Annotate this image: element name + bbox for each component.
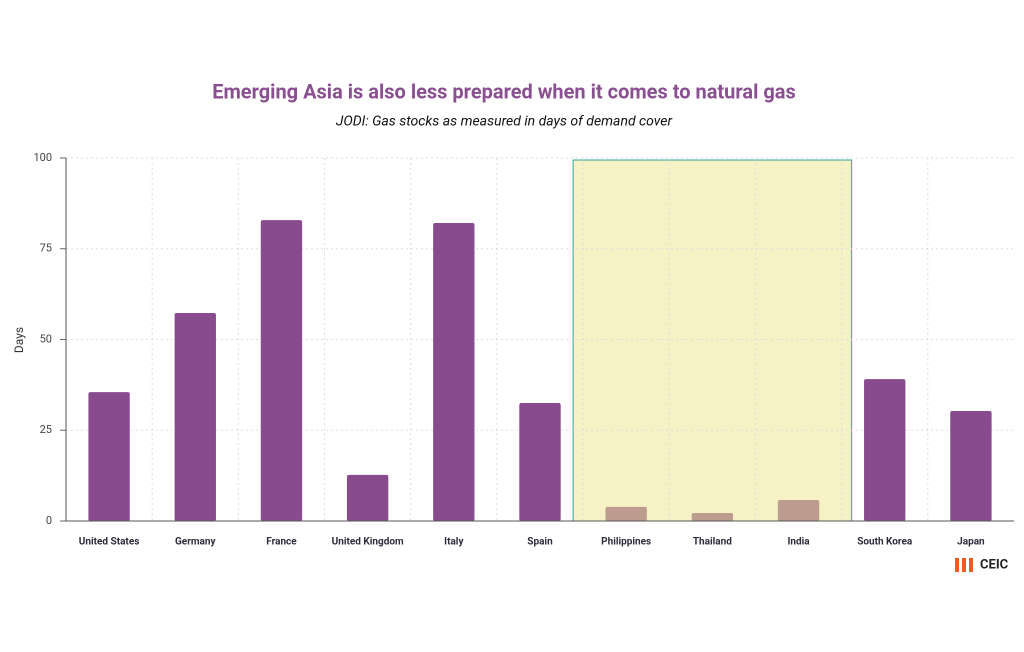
- bar: [950, 411, 992, 521]
- logo-icon: [969, 558, 973, 572]
- x-tick-label: Thailand: [693, 537, 732, 548]
- logo-icon: [962, 558, 966, 572]
- logo-text: CEIC: [980, 557, 1009, 572]
- bar: [433, 222, 475, 522]
- chart-subtitle: JODI: Gas stocks as measured in days of …: [336, 114, 673, 130]
- x-tick-label: Japan: [957, 537, 985, 548]
- y-tick-label: 25: [40, 423, 52, 436]
- x-tick-label: France: [266, 537, 297, 548]
- x-tick-label: United Kingdom: [332, 537, 404, 548]
- bar: [605, 506, 647, 521]
- chart-title: Emerging Asia is also less prepared when…: [212, 79, 796, 103]
- x-tick-label: Spain: [527, 537, 553, 548]
- y-tick-label: 100: [33, 151, 52, 164]
- y-tick-label: 50: [40, 332, 52, 345]
- x-tick-label: Germany: [175, 537, 216, 548]
- bar: [346, 474, 389, 521]
- highlight-region: [572, 159, 853, 522]
- logo: CEIC: [955, 557, 1009, 572]
- y-tick-label: 75: [40, 242, 52, 255]
- x-tick-label: India: [787, 537, 810, 548]
- bar: [88, 392, 130, 521]
- x-tick-label: Italy: [444, 537, 464, 548]
- y-axis-label: Days: [12, 327, 26, 353]
- bar: [174, 313, 216, 521]
- bar: [777, 499, 820, 521]
- bar: [691, 513, 734, 521]
- bar: [519, 403, 561, 521]
- y-tick-label: 0: [46, 514, 52, 527]
- x-tick-label: United States: [79, 537, 140, 548]
- bar: [260, 220, 303, 521]
- logo-icon: [955, 558, 959, 572]
- bar: [864, 379, 906, 521]
- x-tick-label: Philippines: [601, 537, 651, 548]
- x-tick-label: South Korea: [857, 537, 913, 548]
